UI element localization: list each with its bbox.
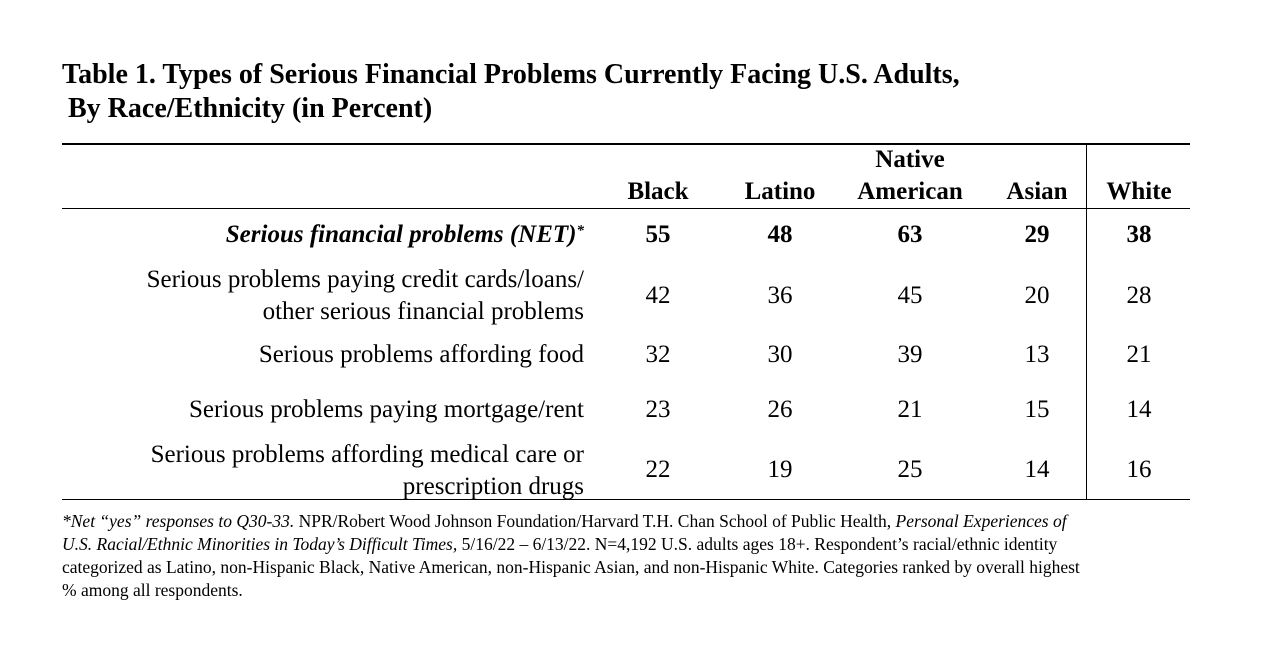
footnote-line-1: *Net “yes” responses to Q30-33. NPR/Robe…: [62, 510, 1262, 533]
footnote-study-title-a: Personal Experiences of: [895, 511, 1067, 531]
footnote-dates-sample: 5/16/22 – 6/13/22. N=4,192 U.S. adults a…: [457, 534, 1058, 554]
row-label-line-1: Serious problems paying mortgage/rent: [188, 396, 584, 423]
table-cell: 21: [897, 396, 923, 423]
column-header-white: White: [1096, 176, 1182, 208]
table-cell: 13: [1024, 341, 1050, 368]
column-header-native-line-2: American: [857, 178, 963, 205]
table-cell: 39: [897, 341, 923, 368]
table-cell: 63: [897, 221, 923, 248]
top-rule: [62, 143, 1190, 145]
table-cell: 30: [767, 341, 793, 368]
column-header-asian-label: Asian: [1006, 178, 1068, 205]
table-cell: 32: [645, 341, 671, 368]
column-header-black: Black: [618, 176, 698, 208]
table-cell: 45: [897, 282, 923, 309]
column-header-native-american: Native American: [845, 144, 975, 208]
table-cell: 38: [1126, 221, 1152, 248]
table-title-line-2: By Race/Ethnicity (in Percent): [68, 93, 433, 124]
table-cell: 19: [767, 456, 793, 483]
table-footnote: *Net “yes” responses to Q30-33. NPR/Robe…: [62, 510, 1262, 602]
table-cell: 23: [645, 396, 671, 423]
column-header-white-label: White: [1106, 178, 1172, 205]
table-cell: 25: [897, 456, 923, 483]
column-header-latino-label: Latino: [744, 178, 816, 205]
table-cell: 28: [1126, 282, 1152, 309]
row-label-net: Serious financial problems (NET)*: [62, 219, 584, 251]
table-title: Table 1. Types of Serious Financial Prob…: [62, 58, 1182, 126]
row-label-line-2: other serious financial problems: [262, 298, 584, 325]
table-cell: 21: [1126, 341, 1152, 368]
row-label-line-1: Serious problems affording medical care …: [150, 441, 584, 468]
footnote-study-title-b: U.S. Racial/Ethnic Minorities in Today’s…: [62, 534, 458, 554]
row-label-net-text: Serious financial problems (NET): [225, 221, 577, 248]
column-header-native-line-1: Native: [875, 146, 945, 173]
column-header-black-label: Black: [627, 178, 689, 205]
table-title-line-1: Table 1. Types of Serious Financial Prob…: [62, 59, 960, 90]
table-cell: 16: [1126, 456, 1152, 483]
net-footnote-marker: *: [576, 223, 585, 239]
table-cell: 20: [1024, 282, 1050, 309]
row-label-line-1: Serious problems paying credit cards/loa…: [146, 266, 584, 293]
row-label-medical-care: Serious problems affording medical care …: [62, 439, 584, 503]
row-label-line-1: Serious problems affording food: [258, 341, 584, 368]
footnote-line-2: U.S. Racial/Ethnic Minorities in Today’s…: [62, 533, 1262, 556]
header-rule: [62, 208, 1190, 209]
table-cell: 29: [1024, 221, 1050, 248]
row-label-mortgage-rent: Serious problems paying mortgage/rent: [62, 394, 584, 426]
column-header-asian: Asian: [997, 176, 1077, 208]
row-label-line-2: prescription drugs: [402, 473, 584, 500]
footnote-net-note: *Net “yes” responses to Q30-33.: [62, 511, 295, 531]
table-cell: 14: [1126, 396, 1152, 423]
white-column-divider: [1086, 143, 1087, 500]
table-cell: 36: [767, 282, 793, 309]
row-label-credit-cards-loans: Serious problems paying credit cards/loa…: [62, 264, 584, 328]
table-cell: 48: [767, 221, 793, 248]
bottom-rule: [62, 499, 1190, 500]
table-cell: 55: [645, 221, 671, 248]
table-cell: 14: [1024, 456, 1050, 483]
row-label-food: Serious problems affording food: [62, 339, 584, 371]
table-cell: 22: [645, 456, 671, 483]
table-cell: 15: [1024, 396, 1050, 423]
table-cell: 26: [767, 396, 793, 423]
table-cell: 42: [645, 282, 671, 309]
footnote-line-4: % among all respondents.: [62, 580, 243, 600]
footnote-source: NPR/Robert Wood Johnson Foundation/Harva…: [294, 511, 896, 531]
column-header-latino: Latino: [735, 176, 825, 208]
footnote-line-3: categorized as Latino, non-Hispanic Blac…: [62, 557, 1080, 577]
